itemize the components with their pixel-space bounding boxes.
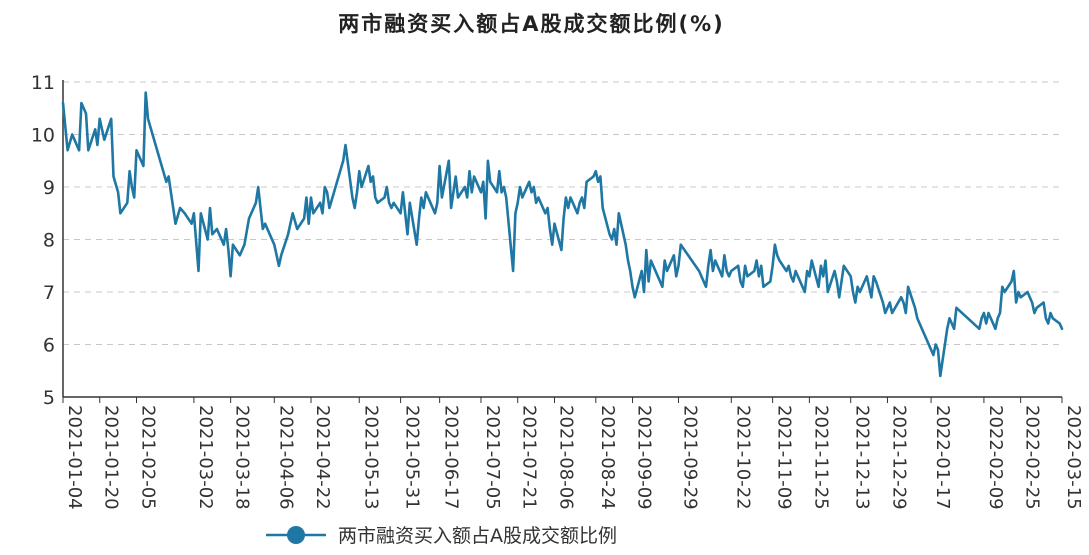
series-layer (61, 91, 1064, 378)
x-tick-label: 2021-01-04 (64, 405, 85, 510)
y-tick-label: 10 (31, 125, 55, 147)
y-tick-label: 6 (43, 335, 55, 357)
legend[interactable]: 两市融资买入额占A股成交额比例 (266, 525, 617, 547)
x-tick-label: 2021-03-02 (195, 405, 216, 510)
x-tick-label: 2021-10-22 (732, 405, 753, 510)
y-tick-label: 7 (43, 282, 55, 304)
x-tick-label: 2021-11-25 (810, 405, 831, 510)
x-tick-label: 2022-02-25 (1022, 405, 1043, 510)
legend-label[interactable]: 两市融资买入额占A股成交额比例 (338, 525, 617, 547)
x-tick-label: 2021-11-09 (774, 405, 795, 510)
chart-title: 两市融资买入额占A股成交额比例(%) (338, 12, 725, 36)
x-tick-label: 2022-02-09 (985, 405, 1006, 510)
x-tick-label: 2021-12-13 (852, 405, 873, 510)
x-tick-label: 2021-02-05 (137, 405, 158, 510)
x-tick-label: 2022-03-15 (1063, 405, 1084, 510)
x-tick-label: 2021-12-29 (888, 405, 909, 510)
x-tick-label: 2021-07-21 (519, 405, 540, 510)
x-tick-label: 2021-01-20 (101, 405, 122, 510)
x-tick-label: 2021-03-18 (232, 405, 253, 510)
x-tick-label: 2021-06-17 (441, 405, 462, 510)
x-tick-label: 2021-05-13 (360, 405, 381, 510)
x-tick-labels: 2021-01-04 2021-01-20 2021-02-05 2021-03-02… (64, 405, 1084, 510)
x-tick-label: 2021-08-06 (555, 405, 576, 510)
y-tick-label: 11 (31, 72, 55, 94)
x-tick-label: 2021-09-09 (634, 405, 655, 510)
y-tick-label: 8 (43, 230, 55, 252)
x-tick-label: 2021-04-06 (275, 405, 296, 510)
x-tick-label: 2021-07-05 (482, 405, 503, 510)
y-tick-labels: 5 6 7 8 9 10 11 (31, 72, 55, 409)
x-tick-label: 2022-01-17 (932, 405, 953, 510)
x-tick-label: 2021-09-29 (679, 405, 700, 510)
y-tick-label: 9 (43, 177, 55, 199)
axes (62, 80, 1063, 403)
grid-lines (63, 81, 1062, 345)
y-tick-label: 5 (43, 387, 55, 409)
x-tick-label: 2021-04-22 (312, 405, 333, 510)
x-tick-label: 2021-08-24 (597, 405, 618, 510)
legend-marker (287, 526, 305, 544)
series-line (61, 91, 1064, 378)
x-tick-label: 2021-05-31 (402, 405, 423, 510)
